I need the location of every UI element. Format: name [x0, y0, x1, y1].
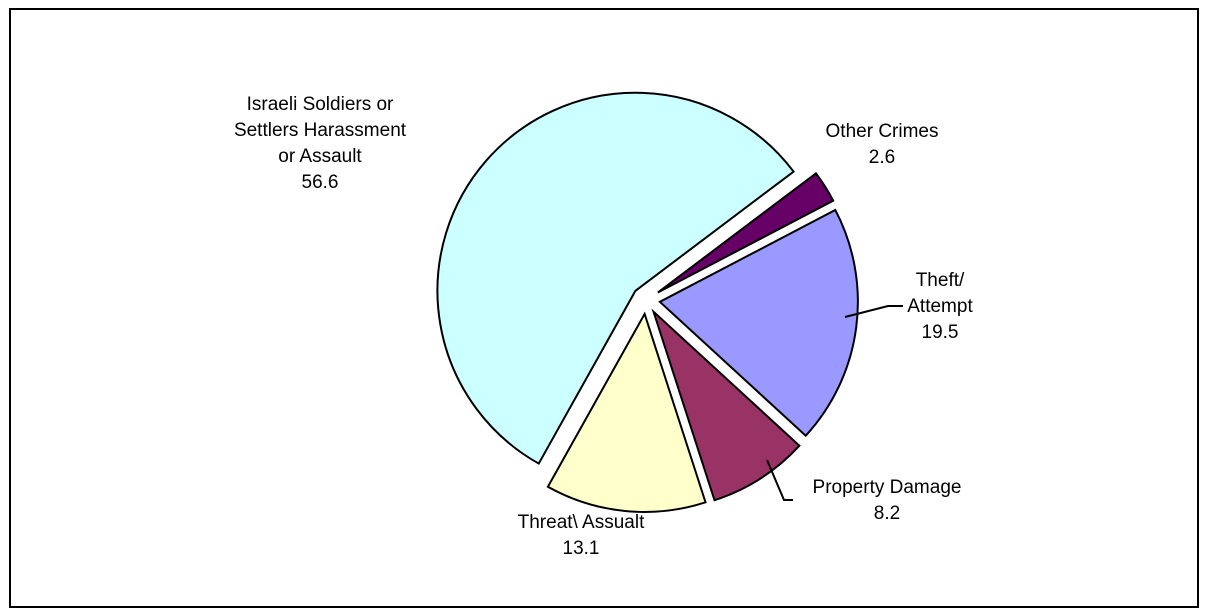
slice-labels: Other Crimes 2.6 Theft/Attempt 19.5 Property…	[234, 94, 974, 559]
slice-name-line: Property Damage	[813, 477, 962, 498]
pie-slices	[436, 91, 859, 513]
slice-label-theft-attempt: Theft/Attempt 19.5	[907, 270, 973, 343]
slice-label-threat-assualt: Threat\ Assualt 13.1	[518, 512, 645, 559]
slice-name-line: Threat\ Assualt	[518, 512, 645, 533]
leader-lines	[766, 305, 903, 501]
slice-label-israeli-soldiers-or-settlers-harassment-or-assault: Israeli Soldiers or Settlers Harassment or…	[234, 94, 407, 193]
slice-label-other-crimes: Other Crimes 2.6	[826, 121, 939, 168]
pie-slice-theft-attempt	[658, 208, 859, 438]
pie-slice-property-damage	[651, 308, 801, 502]
slice-value-label: 13.1	[563, 538, 600, 559]
leader-line-theft-attempt	[844, 305, 903, 318]
slice-label-property-damage: Property Damage 8.2	[813, 477, 962, 524]
leader-line-property-damage	[766, 459, 793, 501]
pie-chart: Other Crimes 2.6 Theft/Attempt 19.5 Property…	[234, 91, 974, 559]
slice-name-line: Israeli Soldiers or	[247, 94, 394, 115]
slice-value-label: 2.6	[869, 147, 895, 168]
slice-name-line: Other Crimes	[826, 121, 939, 142]
slice-name-line: Attempt	[907, 296, 973, 317]
pie-slice-threat-assualt	[546, 311, 707, 513]
slice-name-line: or Assault	[278, 146, 362, 167]
slice-value-label: 19.5	[922, 322, 959, 343]
pie-slice-other-crimes	[657, 171, 835, 294]
slice-value-label: 56.6	[302, 172, 339, 193]
pie-slice-israeli-soldiers-or-settlers-harassment-or-assault	[436, 91, 795, 465]
slice-name-line: Theft/	[916, 270, 965, 291]
slice-name-line: Settlers Harassment	[234, 120, 407, 141]
slice-value-label: 8.2	[874, 503, 900, 524]
